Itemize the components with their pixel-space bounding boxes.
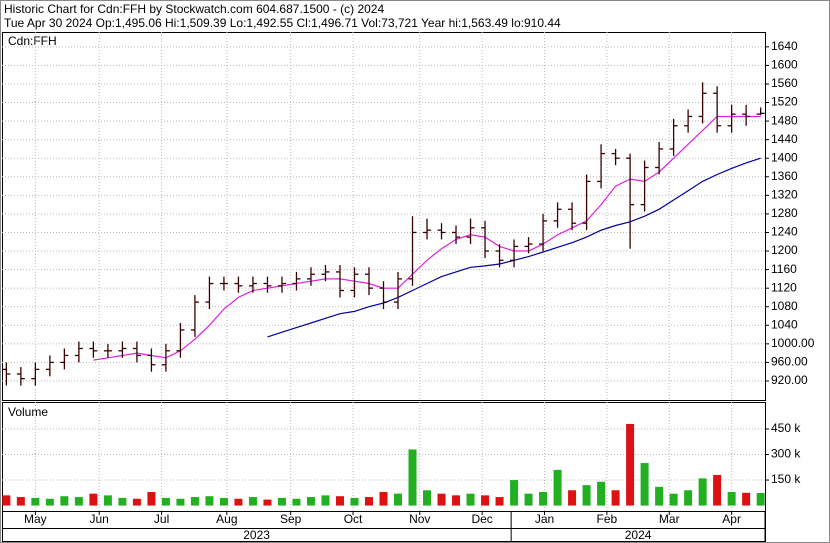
y-tick-label: 1240 [771, 225, 798, 239]
volume-bar [698, 478, 707, 506]
volume-bar [684, 490, 693, 506]
volume-bar [118, 497, 127, 506]
volume-bar [45, 498, 54, 506]
volume-bar [640, 463, 649, 506]
moving-average [93, 115, 761, 361]
volume-bar [742, 492, 751, 506]
y-tick-label: 1120 [771, 280, 797, 294]
y-tick-label: 920.00 [771, 373, 808, 387]
volume-bar [190, 497, 199, 506]
y-tick-label: 1000.00 [771, 336, 815, 350]
volume-bar [205, 496, 214, 506]
chart-subtitle: Tue Apr 30 2024 Op:1,495.06 Hi:1,509.39 … [4, 16, 561, 30]
volume-bar [452, 495, 461, 506]
y-tick-label: 1200 [771, 243, 798, 257]
y-tick-label: 1520 [771, 95, 798, 109]
x-tick-label: Sep [280, 512, 302, 526]
y-tick-label: 1600 [771, 58, 798, 72]
volume-bar [277, 497, 286, 506]
y-tick-label: 1280 [771, 206, 798, 220]
year-label: 2023 [243, 528, 270, 542]
y-tick-label: 150 k [771, 472, 801, 486]
volume-bar [597, 481, 606, 506]
volume-bar [176, 498, 185, 506]
volume-bar [31, 497, 40, 506]
volume-bar [408, 449, 417, 506]
x-tick-label: Oct [344, 512, 363, 526]
y-tick-label: 1440 [771, 132, 798, 146]
volume-bar [60, 496, 69, 506]
volume-bar [394, 493, 403, 506]
y-tick-label: 1160 [771, 262, 797, 276]
y-tick-label: 1400 [771, 150, 798, 164]
volume-bar [364, 497, 373, 506]
volume-bar [74, 497, 83, 506]
volume-bar [89, 493, 98, 506]
volume-bar [292, 498, 301, 506]
volume-bar [669, 493, 678, 506]
x-tick-label: Feb [597, 512, 618, 526]
volume-bar [568, 490, 577, 506]
panel-label: Cdn:FFH [8, 34, 57, 48]
x-tick-label: Jun [90, 512, 109, 526]
year-label: 2024 [625, 528, 652, 542]
volume-bar [510, 480, 519, 506]
y-tick-label: 1320 [771, 188, 798, 202]
x-tick-label: Nov [409, 512, 430, 526]
price-panel [2, 32, 766, 401]
x-tick-label: Mar [659, 512, 680, 526]
volume-bar [263, 499, 272, 506]
volume-bar [539, 491, 548, 506]
volume-bar [495, 497, 504, 506]
volume-bar [727, 491, 736, 506]
volume-bar [350, 497, 359, 506]
volume-bar [524, 493, 533, 506]
x-tick-label: Dec [471, 512, 492, 526]
y-tick-label: 960.00 [771, 355, 808, 369]
volume-bar [335, 496, 344, 506]
volume-bar [481, 495, 490, 506]
panel-label: Volume [8, 405, 48, 419]
volume-bar [234, 498, 243, 506]
volume-bar [219, 497, 228, 506]
x-tick-label: Jul [154, 512, 169, 526]
volume-bar [132, 498, 141, 506]
volume-bar [582, 485, 591, 506]
volume-bar [611, 490, 620, 506]
volume-bar [306, 497, 315, 506]
volume-bar [379, 491, 388, 506]
y-tick-label: 1080 [771, 299, 798, 313]
volume-bar [161, 497, 170, 506]
chart-title: Historic Chart for Cdn:FFH by Stockwatch… [4, 2, 384, 16]
x-tick-label: May [24, 512, 47, 526]
x-tick-label: Jan [535, 512, 554, 526]
volume-bar [248, 497, 257, 506]
volume-bar [16, 497, 25, 506]
volume-bar [553, 469, 562, 506]
volume-bar [713, 474, 722, 506]
x-tick-label: Aug [216, 512, 237, 526]
y-tick-label: 1640 [771, 39, 798, 53]
volume-bar [103, 495, 112, 506]
volume-bar [423, 490, 432, 506]
volume-bar [626, 423, 635, 506]
volume-bar [466, 493, 475, 506]
y-tick-label: 1040 [771, 317, 798, 331]
volume-bar [437, 493, 446, 506]
volume-bar [147, 491, 156, 506]
y-tick-label: 1360 [771, 169, 798, 183]
y-tick-label: 450 k [771, 421, 801, 435]
y-tick-label: 1560 [771, 76, 798, 90]
y-tick-label: 300 k [771, 447, 801, 461]
volume-bar [2, 495, 11, 506]
volume-bar [655, 486, 664, 506]
y-tick-label: 1480 [771, 113, 798, 127]
volume-bar [321, 495, 330, 506]
volume-bar [756, 493, 765, 506]
x-tick-label: Apr [722, 512, 741, 526]
